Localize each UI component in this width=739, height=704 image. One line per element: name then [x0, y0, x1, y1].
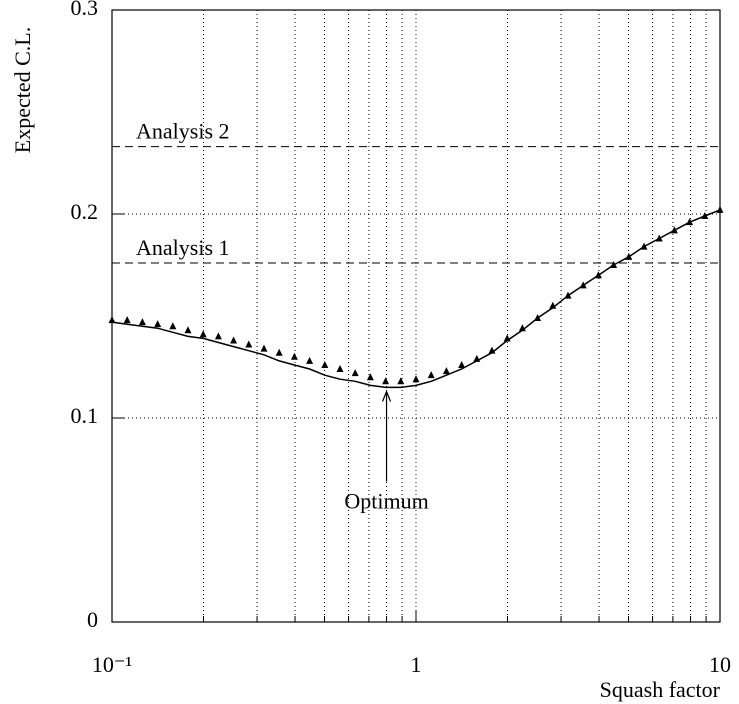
- triangle-marker: [458, 360, 466, 368]
- x-tick-label: 1: [411, 652, 422, 677]
- triangle-marker: [169, 322, 177, 330]
- triangle-marker: [108, 316, 116, 324]
- x-tick-label: 10: [709, 652, 731, 677]
- x-tick-label: 10⁻¹: [92, 652, 132, 677]
- triangle-marker: [534, 314, 542, 322]
- triangle-marker: [564, 291, 572, 299]
- triangle-marker: [640, 242, 648, 250]
- triangle-marker: [230, 336, 238, 344]
- triangle-marker: [290, 352, 298, 360]
- triangle-marker: [473, 354, 481, 362]
- triangle-marker: [610, 261, 618, 268]
- triangle-marker: [351, 369, 359, 377]
- triangle-marker: [366, 373, 374, 381]
- y-tick-label: 0: [87, 607, 98, 632]
- triangle-marker: [442, 367, 450, 375]
- triangle-marker: [686, 218, 694, 226]
- arrow-head: [381, 389, 392, 402]
- triangle-marker: [549, 301, 557, 309]
- triangle-marker: [306, 356, 314, 364]
- annotation-label: Optimum: [344, 488, 428, 513]
- reference-label: Analysis 2: [136, 119, 230, 144]
- triangle-marker: [655, 234, 663, 242]
- triangle-marker: [625, 252, 633, 260]
- triangle-marker: [412, 375, 420, 383]
- triangle-marker: [382, 377, 390, 385]
- triangle-marker: [275, 348, 283, 356]
- triangle-marker: [670, 226, 678, 234]
- y-axis-label: Expected C.L.: [10, 27, 35, 153]
- triangle-marker: [716, 205, 724, 213]
- triangle-marker: [503, 334, 511, 342]
- curve: [111, 209, 721, 389]
- x-axis-label: Squash factor: [600, 677, 721, 702]
- triangle-marker: [518, 324, 526, 332]
- triangle-marker: [594, 271, 602, 279]
- triangle-marker: [245, 340, 253, 348]
- plot-frame: [111, 9, 721, 623]
- triangle-marker: [154, 320, 162, 328]
- triangle-marker: [427, 371, 435, 379]
- triangle-marker: [488, 346, 496, 354]
- triangle-marker: [397, 377, 405, 385]
- triangle-marker: [123, 316, 131, 324]
- y-tick-label: 0.1: [71, 403, 99, 428]
- triangle-marker: [138, 318, 146, 326]
- triangle-marker: [321, 360, 329, 368]
- reference-label: Analysis 1: [136, 235, 230, 260]
- triangle-marker: [214, 332, 222, 340]
- y-tick-label: 0.3: [71, 0, 99, 20]
- triangle-marker: [199, 330, 207, 338]
- y-tick-label: 0.2: [71, 199, 99, 224]
- triangle-marker: [184, 326, 192, 334]
- triangle-marker: [336, 365, 344, 373]
- triangle-marker: [579, 281, 587, 289]
- triangle-marker: [701, 212, 709, 220]
- triangle-marker: [260, 344, 268, 352]
